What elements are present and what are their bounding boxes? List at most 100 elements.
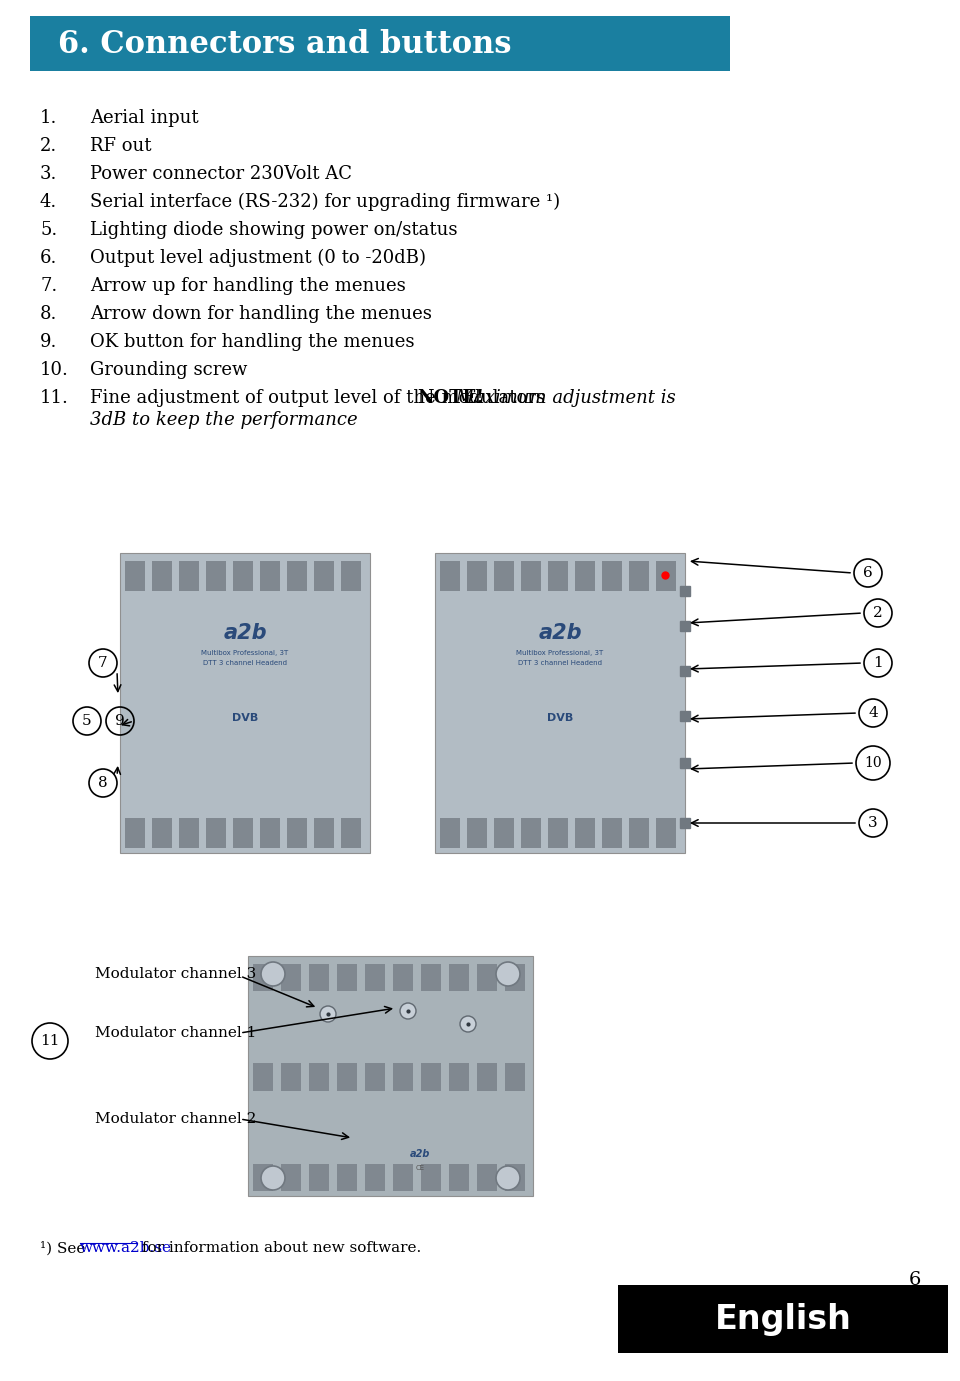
Text: 9: 9 — [115, 714, 125, 728]
FancyBboxPatch shape — [30, 17, 730, 70]
Text: 9.: 9. — [40, 333, 58, 351]
Text: 5.: 5. — [40, 221, 58, 239]
Text: 3dB to keep the performance: 3dB to keep the performance — [90, 412, 358, 429]
Text: Serial interface (RS-232) for upgrading firmware ¹): Serial interface (RS-232) for upgrading … — [90, 193, 560, 211]
FancyBboxPatch shape — [125, 818, 145, 848]
FancyBboxPatch shape — [629, 561, 649, 591]
Text: 11: 11 — [40, 1034, 60, 1048]
FancyBboxPatch shape — [314, 561, 334, 591]
FancyBboxPatch shape — [125, 561, 145, 591]
Text: Arrow up for handling the menues: Arrow up for handling the menues — [90, 278, 406, 296]
Text: DTT 3 channel Headend: DTT 3 channel Headend — [203, 660, 287, 666]
Text: 2: 2 — [874, 606, 883, 620]
Text: 7: 7 — [98, 656, 108, 670]
Circle shape — [261, 1166, 285, 1190]
FancyBboxPatch shape — [341, 818, 361, 848]
Circle shape — [496, 1166, 520, 1190]
FancyBboxPatch shape — [393, 1063, 413, 1091]
FancyBboxPatch shape — [494, 561, 514, 591]
FancyBboxPatch shape — [309, 964, 329, 992]
FancyBboxPatch shape — [309, 1164, 329, 1190]
Circle shape — [400, 1003, 416, 1019]
FancyBboxPatch shape — [575, 561, 595, 591]
Text: NOTE!: NOTE! — [418, 389, 485, 407]
Text: 1: 1 — [874, 656, 883, 670]
Text: 3.: 3. — [40, 164, 58, 184]
FancyBboxPatch shape — [467, 561, 487, 591]
FancyBboxPatch shape — [602, 561, 622, 591]
Text: 2.: 2. — [40, 137, 58, 155]
FancyBboxPatch shape — [393, 964, 413, 992]
FancyBboxPatch shape — [206, 818, 226, 848]
FancyBboxPatch shape — [248, 956, 533, 1196]
Text: 7.: 7. — [40, 278, 58, 296]
Text: DVB: DVB — [547, 713, 573, 724]
FancyBboxPatch shape — [505, 1164, 525, 1190]
FancyBboxPatch shape — [467, 818, 487, 848]
FancyBboxPatch shape — [337, 1063, 357, 1091]
FancyBboxPatch shape — [477, 1063, 497, 1091]
FancyBboxPatch shape — [281, 1063, 301, 1091]
FancyBboxPatch shape — [314, 818, 334, 848]
FancyBboxPatch shape — [505, 1063, 525, 1091]
FancyBboxPatch shape — [206, 561, 226, 591]
FancyBboxPatch shape — [287, 818, 307, 848]
Text: Modulator channel 1: Modulator channel 1 — [95, 1026, 256, 1040]
Text: Arrow down for handling the menues: Arrow down for handling the menues — [90, 305, 432, 323]
Text: Output level adjustment (0 to -20dB): Output level adjustment (0 to -20dB) — [90, 249, 426, 268]
Text: 4: 4 — [868, 706, 877, 720]
FancyBboxPatch shape — [393, 1164, 413, 1190]
FancyBboxPatch shape — [152, 818, 172, 848]
Text: Modulator channel 2: Modulator channel 2 — [95, 1112, 256, 1126]
Text: CE: CE — [416, 1166, 424, 1171]
FancyBboxPatch shape — [505, 964, 525, 992]
Circle shape — [496, 963, 520, 986]
FancyBboxPatch shape — [365, 1164, 385, 1190]
Text: a2b: a2b — [223, 623, 267, 644]
FancyBboxPatch shape — [253, 964, 273, 992]
FancyBboxPatch shape — [337, 1164, 357, 1190]
FancyBboxPatch shape — [618, 1284, 948, 1353]
Text: Multibox Professional, 3T: Multibox Professional, 3T — [516, 650, 604, 656]
FancyBboxPatch shape — [548, 818, 568, 848]
Text: Multibox Professional, 3T: Multibox Professional, 3T — [202, 650, 289, 656]
Text: 6: 6 — [863, 566, 873, 580]
FancyBboxPatch shape — [656, 818, 676, 848]
FancyBboxPatch shape — [477, 964, 497, 992]
Text: www.a2b.se: www.a2b.se — [80, 1242, 172, 1255]
FancyBboxPatch shape — [152, 561, 172, 591]
Circle shape — [261, 963, 285, 986]
Circle shape — [320, 1005, 336, 1022]
FancyBboxPatch shape — [260, 561, 280, 591]
FancyBboxPatch shape — [521, 818, 541, 848]
Text: Modulator channel 3: Modulator channel 3 — [95, 967, 256, 981]
FancyBboxPatch shape — [179, 818, 199, 848]
Text: Fine adjustment of output level of the modulators: Fine adjustment of output level of the m… — [90, 389, 551, 407]
Text: Power connector 230Volt AC: Power connector 230Volt AC — [90, 164, 352, 184]
FancyBboxPatch shape — [281, 1164, 301, 1190]
FancyBboxPatch shape — [602, 818, 622, 848]
FancyBboxPatch shape — [341, 561, 361, 591]
Text: RF out: RF out — [90, 137, 152, 155]
FancyBboxPatch shape — [449, 1063, 469, 1091]
FancyBboxPatch shape — [494, 818, 514, 848]
FancyBboxPatch shape — [421, 1164, 441, 1190]
FancyBboxPatch shape — [656, 561, 676, 591]
FancyBboxPatch shape — [365, 1063, 385, 1091]
Text: Aerial input: Aerial input — [90, 109, 199, 127]
FancyBboxPatch shape — [548, 561, 568, 591]
FancyBboxPatch shape — [435, 552, 685, 853]
Text: ¹) See: ¹) See — [40, 1242, 90, 1255]
Circle shape — [460, 1016, 476, 1032]
FancyBboxPatch shape — [440, 818, 460, 848]
FancyBboxPatch shape — [365, 964, 385, 992]
FancyBboxPatch shape — [449, 964, 469, 992]
FancyBboxPatch shape — [421, 964, 441, 992]
Text: a2b: a2b — [539, 623, 582, 644]
FancyBboxPatch shape — [440, 561, 460, 591]
Text: a2b: a2b — [410, 1149, 430, 1159]
FancyBboxPatch shape — [253, 1164, 273, 1190]
FancyBboxPatch shape — [337, 964, 357, 992]
Text: for information about new software.: for information about new software. — [137, 1242, 421, 1255]
FancyBboxPatch shape — [233, 561, 253, 591]
